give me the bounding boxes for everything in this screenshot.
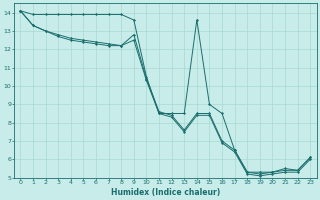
- X-axis label: Humidex (Indice chaleur): Humidex (Indice chaleur): [111, 188, 220, 197]
